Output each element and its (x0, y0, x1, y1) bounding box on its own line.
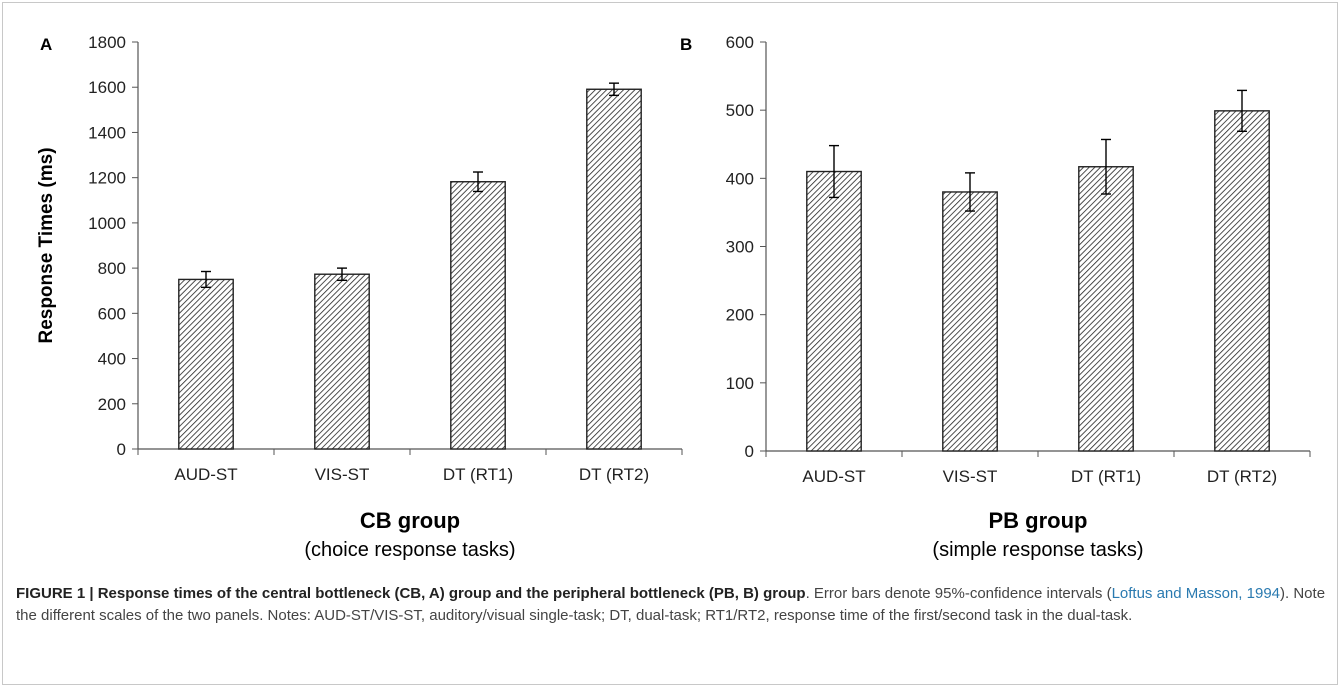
panel-b-bar (942, 191, 998, 452)
panel-b-y-tick-label: 200 (726, 306, 754, 325)
panel-b-y-tick-label: 300 (726, 238, 754, 257)
panel-b-label: B (680, 35, 692, 54)
panel-a-y-tick-label: 600 (98, 304, 126, 323)
caption-citation-link[interactable]: Loftus and Masson, 1994 (1111, 585, 1281, 602)
panel-b-y-tick-label: 500 (726, 101, 754, 120)
panel-a-bar (450, 181, 506, 450)
panel-a-bar (178, 278, 234, 450)
panel-a-y-tick-label: 1200 (88, 169, 126, 188)
panel-a-x-tick-label: DT (RT1) (443, 465, 513, 484)
figure-charts: A020040060080010001200140016001800Respon… (36, 33, 1311, 561)
panel-a-y-tick-label: 200 (98, 395, 126, 414)
caption-label: FIGURE 1 | Response times of the central… (16, 585, 806, 602)
panel-a-y-tick-label: 1800 (88, 33, 126, 52)
panel-a-x-tick-label: DT (RT2) (579, 465, 649, 484)
panel-a-x-tick-label: VIS-ST (315, 465, 370, 484)
panel-b-bar (1214, 110, 1270, 452)
panel-b-y-tick-label: 400 (726, 169, 754, 188)
panel-a-y-tick-label: 1400 (88, 123, 126, 142)
panel-b-y-tick-label: 0 (745, 442, 754, 461)
panel-a-x-tick-label: AUD-ST (174, 465, 237, 484)
panel-a-y-tick-label: 800 (98, 259, 126, 278)
figure-caption: FIGURE 1 | Response times of the central… (16, 583, 1326, 627)
panel-b-y-tick-label: 600 (726, 33, 754, 52)
panel-a-label: A (40, 35, 52, 54)
panel-b-group-title: PB group (989, 508, 1088, 533)
panel-a-y-tick-label: 1600 (88, 78, 126, 97)
panel-a-group-title: CB group (360, 508, 460, 533)
panel-a-y-tick-label: 400 (98, 350, 126, 369)
panel-b-x-tick-label: DT (RT2) (1207, 467, 1277, 486)
caption-text-1: . Error bars denote 95%-confidence inter… (805, 585, 1112, 602)
caption-text-2: ). Note the different scales of the two … (16, 585, 1326, 624)
panel-b-y-tick-label: 100 (726, 374, 754, 393)
panel-b-x-tick-label: VIS-ST (943, 467, 998, 486)
panel-b-bar (806, 170, 862, 452)
panel-b-bar (1078, 166, 1134, 452)
panel-a-bar (586, 88, 642, 450)
panel-a-group-subtitle: (choice response tasks) (304, 539, 515, 561)
panel-a-y-axis-title: Response Times (ms) (36, 147, 57, 343)
panel-a-y-tick-label: 1000 (88, 214, 126, 233)
panel-b-x-tick-label: AUD-ST (802, 467, 865, 486)
panel-a-bar (314, 273, 370, 450)
panel-b-x-tick-label: DT (RT1) (1071, 467, 1141, 486)
panel-a-y-tick-label: 0 (117, 440, 126, 459)
panel-b-group-subtitle: (simple response tasks) (932, 539, 1143, 561)
